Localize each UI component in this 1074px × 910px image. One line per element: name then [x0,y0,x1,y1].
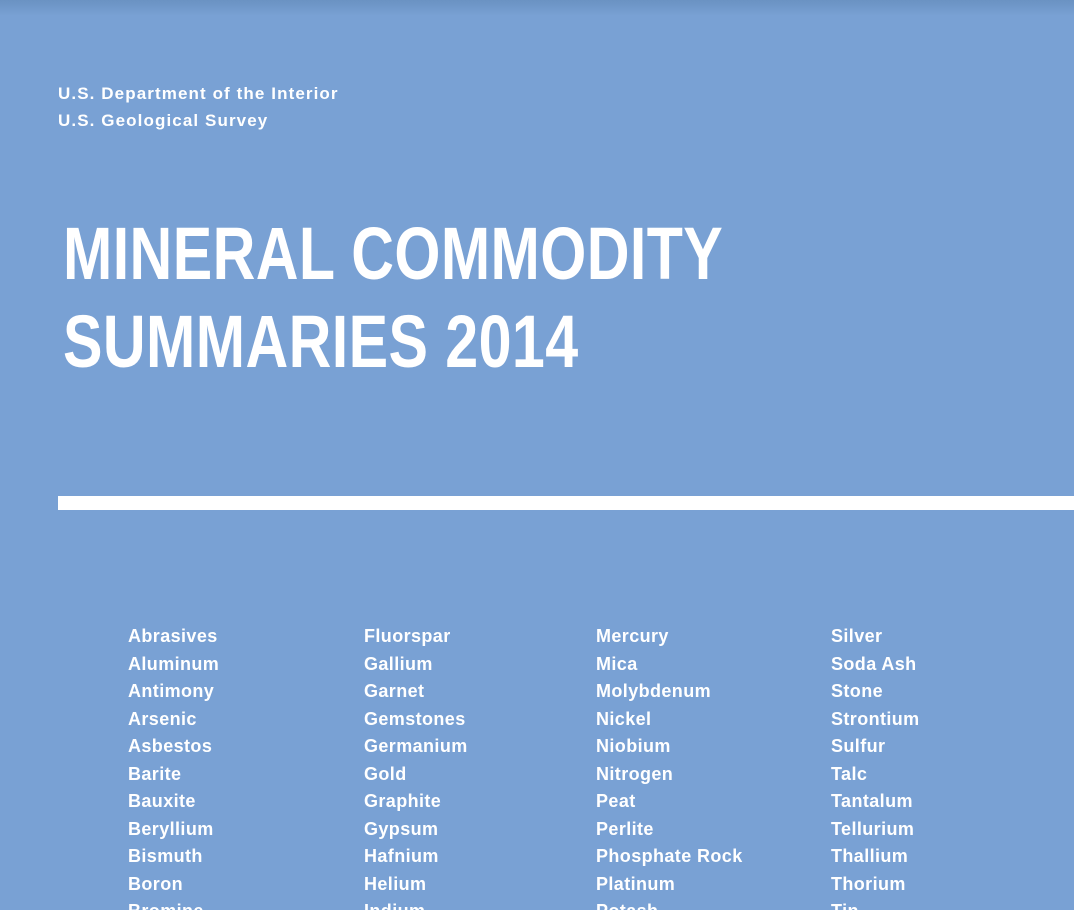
commodity-item: Thallium [831,846,909,866]
commodity-item: Perlite [596,818,654,839]
commodity-item: Germanium [364,736,468,756]
report-title-line-1: MINERAL COMMODITY [63,212,724,295]
commodity-item: Tin [831,898,920,910]
commodity-item: Mercury [596,626,669,646]
report-title: MINERAL COMMODITY SUMMARIES 2014 [63,210,888,386]
commodity-item: Strontium [831,708,920,729]
commodity-item: Beryllium [128,818,214,839]
commodity-item: Bauxite [128,791,196,811]
commodity-item: Potash [596,898,743,910]
commodity-item: Abrasives [128,626,218,646]
commodity-item: Molybdenum [596,681,711,701]
agency-block: U.S. Department of the Interior U.S. Geo… [58,80,339,134]
commodity-item: Gold [364,763,407,784]
commodity-item: Soda Ash [831,653,917,674]
commodity-item: Aluminum [128,653,220,674]
commodity-item: Gallium [364,653,433,674]
divider-rule [58,496,1074,510]
commodity-item: Barite [128,763,182,784]
commodity-item: Platinum [596,873,676,894]
commodity-item: Boron [128,873,183,894]
commodity-item: Nitrogen [596,763,674,784]
commodity-column-3: Mercury Mica Molybdenum Nickel Niobium Nitrog… [596,623,743,910]
commodity-item: Tantalum [831,791,913,811]
commodity-item: Fluorspar [364,626,451,646]
commodity-item: Bismuth [128,846,203,866]
commodity-item: Bromine [128,898,219,910]
commodity-item: Stone [831,681,884,701]
report-title-line-2: SUMMARIES 2014 [63,300,579,383]
commodity-item: Talc [831,763,868,784]
commodity-item: Hafnium [364,846,439,866]
agency-line-department: U.S. Department of the Interior [58,84,339,103]
commodity-item: Garnet [364,681,425,701]
commodity-item: Antimony [128,681,215,701]
commodity-item: Mica [596,653,638,674]
commodity-column-1: Abrasives Aluminum Antimony Arsenic Asbestos… [128,623,219,910]
commodity-item: Gemstones [364,708,466,729]
commodity-item: Sulfur [831,736,886,756]
commodity-column-2: Fluorspar Gallium Garnet Gemstones Germanium… [364,623,468,910]
commodity-item: Gypsum [364,818,439,839]
commodity-item: Phosphate Rock [596,846,743,866]
agency-line-survey: U.S. Geological Survey [58,111,269,130]
commodity-item: Indium [364,898,468,910]
commodity-item: Asbestos [128,736,213,756]
commodity-item: Helium [364,873,427,894]
commodity-item: Thorium [831,873,906,894]
commodity-item: Nickel [596,708,652,729]
commodity-item: Niobium [596,736,671,756]
commodity-item: Tellurium [831,818,915,839]
commodity-item: Peat [596,791,636,811]
commodity-item: Graphite [364,791,442,811]
commodity-column-4: Silver Soda Ash Stone Strontium Sulfur Talc Ta… [831,623,920,910]
commodity-item: Arsenic [128,708,197,729]
commodity-item: Silver [831,626,883,646]
